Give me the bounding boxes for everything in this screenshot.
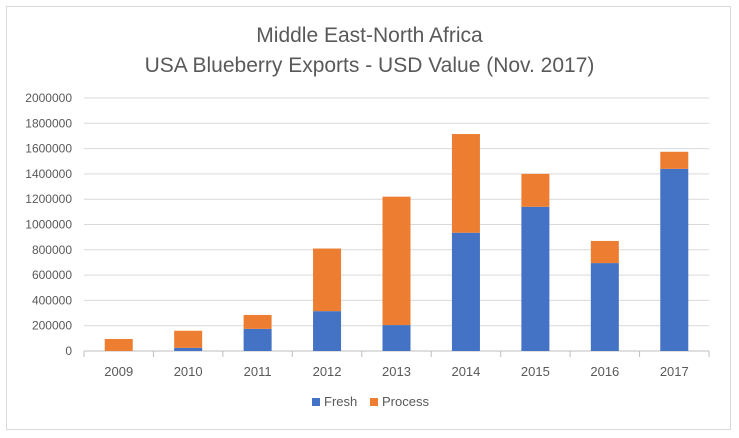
bar-fresh-2016: [590, 263, 619, 351]
y-tick-label: 1400000: [25, 167, 72, 181]
x-tick-label: 2015: [521, 364, 550, 379]
x-tick-label: 2014: [451, 364, 480, 379]
y-tick-label: 1000000: [25, 218, 72, 232]
chart-title-line-2: USA Blueberry Exports - USD Value (Nov. …: [144, 54, 595, 77]
x-tick-label: 2009: [104, 364, 133, 379]
chart-title-line-1: Middle East-North Africa: [256, 24, 483, 47]
x-tick-label: 2011: [244, 364, 272, 379]
y-tick-label: 1800000: [25, 116, 72, 130]
legend-label-fresh: Fresh: [324, 394, 357, 409]
y-tick-label: 1200000: [25, 192, 72, 206]
x-tick-label: 2017: [660, 364, 689, 379]
y-tick-label: 1600000: [25, 142, 72, 156]
bar-process-2017: [660, 151, 689, 169]
bar-process-2011: [243, 314, 272, 329]
x-tick-label: 2013: [382, 364, 411, 379]
bar-fresh-2012: [313, 311, 342, 351]
x-tick-label: 2012: [313, 364, 342, 379]
legend-label-process: Process: [382, 394, 429, 409]
bar-process-2009: [104, 338, 133, 351]
chart-frame: [6, 6, 731, 430]
legend-swatch-process: [370, 398, 378, 406]
y-tick-label: 0: [65, 344, 72, 358]
y-tick-label: 600000: [32, 268, 72, 282]
bar-fresh-2013: [382, 325, 411, 351]
y-tick-label: 200000: [32, 319, 72, 333]
legend-swatch-fresh: [312, 398, 320, 406]
bar-process-2013: [382, 196, 411, 326]
bar-process-2010: [174, 330, 203, 348]
bar-fresh-2015: [521, 206, 550, 351]
y-tick-label: 800000: [32, 243, 72, 257]
bar-fresh-2014: [451, 232, 480, 351]
bar-fresh-2017: [660, 168, 689, 351]
bar-fresh-2011: [243, 328, 272, 351]
bar-process-2016: [590, 240, 619, 264]
bar-process-2014: [451, 134, 480, 233]
x-tick-label: 2016: [590, 364, 619, 379]
bar-process-2012: [313, 248, 342, 312]
y-tick-label: 2000000: [25, 91, 72, 105]
y-tick-label: 400000: [32, 293, 72, 307]
x-tick-label: 2010: [174, 364, 203, 379]
bar-fresh-2010: [174, 347, 203, 351]
bar-process-2015: [521, 173, 550, 207]
